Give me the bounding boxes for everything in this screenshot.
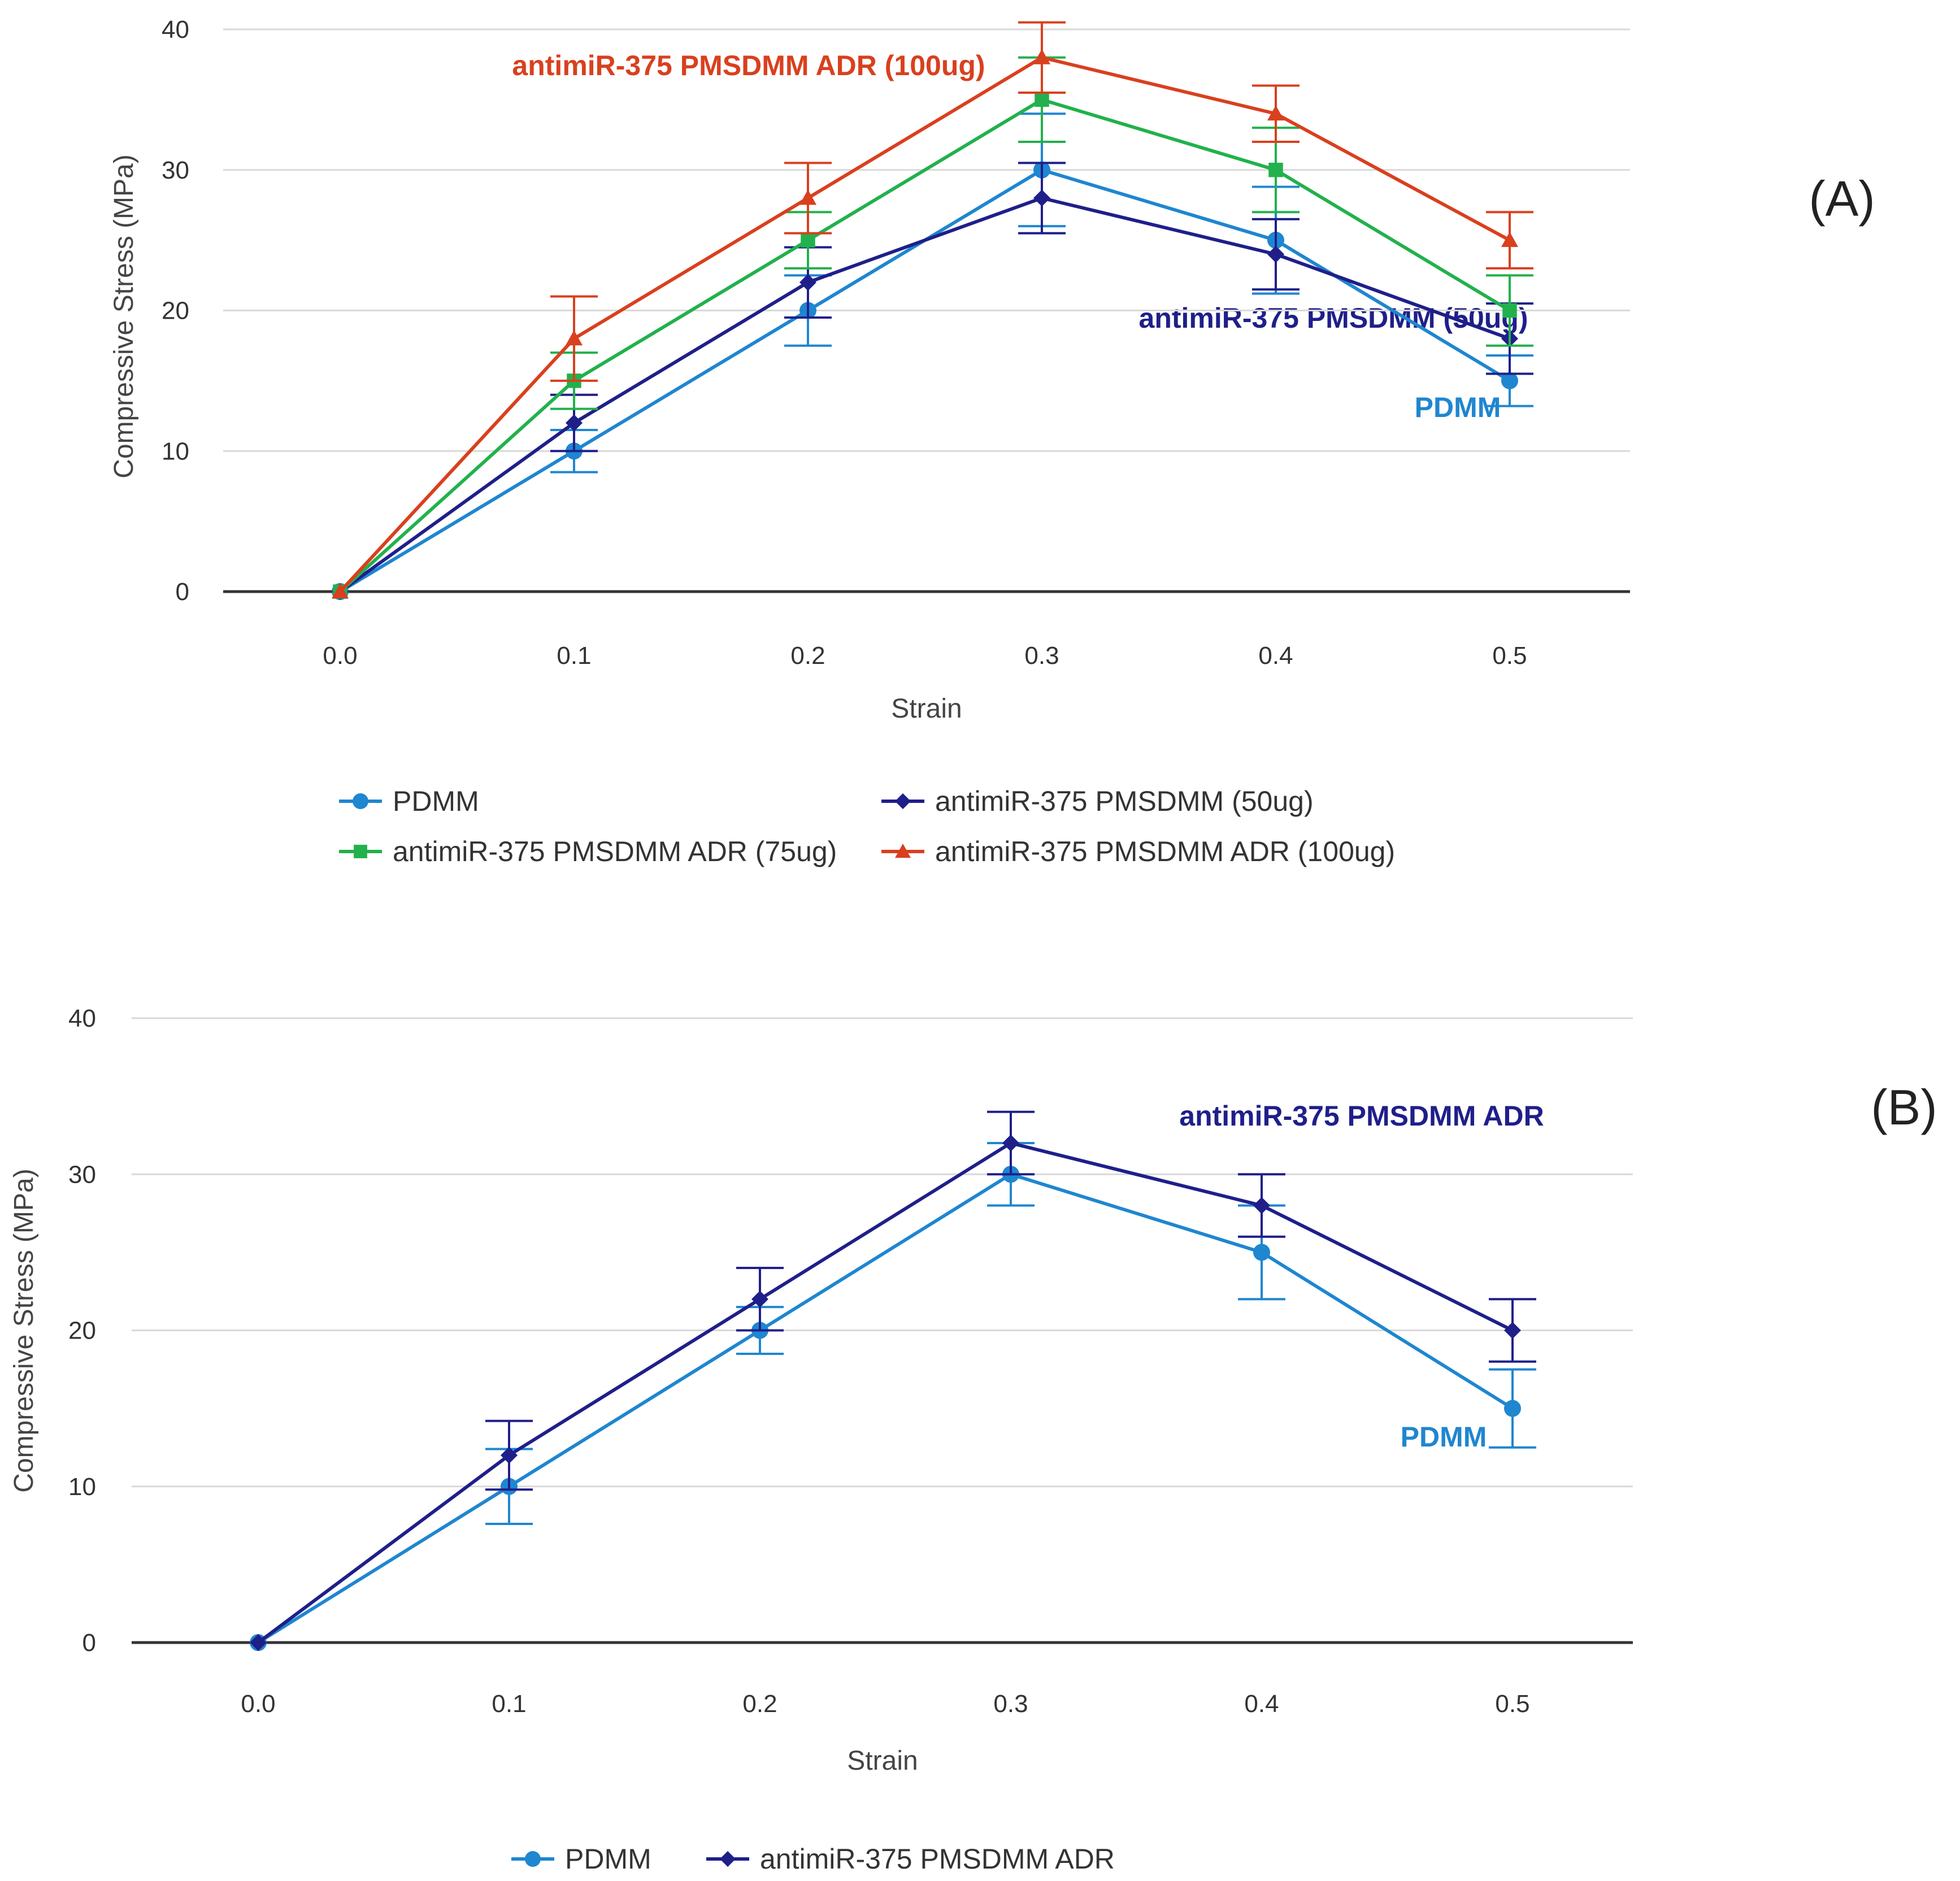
data-point bbox=[1033, 189, 1050, 207]
x-tick-label: 0.1 bbox=[492, 1690, 526, 1718]
legend-marker bbox=[353, 793, 368, 809]
x-tick-label: 0.2 bbox=[742, 1690, 777, 1718]
y-tick-label: 0 bbox=[82, 1629, 96, 1657]
data-point bbox=[1267, 105, 1284, 121]
legend-label: antimiR-375 PMSDMM ADR (100ug) bbox=[935, 836, 1395, 867]
data-point bbox=[799, 273, 816, 291]
legend-item: PDMM bbox=[511, 1843, 651, 1875]
data-point bbox=[751, 1291, 768, 1308]
x-axis-title-a: Strain bbox=[891, 694, 962, 724]
data-point bbox=[1502, 303, 1517, 318]
data-point bbox=[250, 1634, 267, 1651]
legend-marker bbox=[895, 793, 911, 809]
data-point bbox=[501, 1446, 518, 1464]
series-line bbox=[338, 98, 1511, 593]
x-tick-label: 0.1 bbox=[557, 642, 591, 670]
series-line bbox=[339, 196, 1511, 593]
data-point bbox=[1035, 92, 1049, 107]
series-0 bbox=[250, 1142, 1536, 1651]
x-tick-label: 0.5 bbox=[1495, 1690, 1529, 1718]
y-tick-label: 40 bbox=[162, 16, 189, 44]
series-0 bbox=[332, 112, 1533, 600]
legend-marker bbox=[354, 845, 367, 858]
data-point bbox=[1504, 1400, 1521, 1417]
y-axis-title-a: Compressive Stress (MPa) bbox=[109, 154, 139, 478]
data-point bbox=[566, 414, 583, 432]
data-point bbox=[1033, 49, 1050, 64]
annotation-b-pdmm: PDMM bbox=[1401, 1421, 1487, 1453]
x-tick-label: 0.4 bbox=[1244, 1690, 1279, 1718]
chart-a: 0 10 20 30 40 0.0 0.1 0.2 0.3 0.4 0.5 PDMM antimiR-3… bbox=[162, 16, 1630, 867]
x-tick-label: 0.3 bbox=[993, 1690, 1028, 1718]
y-tick-label: 10 bbox=[162, 437, 189, 465]
series-1 bbox=[332, 162, 1533, 600]
x-tick-label: 0.0 bbox=[323, 642, 357, 670]
y-tick-label: 20 bbox=[68, 1317, 96, 1345]
y-tick-label: 40 bbox=[68, 1005, 96, 1032]
annotation-a-pdmm: PDMM bbox=[1415, 392, 1501, 423]
series-line bbox=[339, 168, 1511, 593]
series-3 bbox=[332, 21, 1533, 598]
annotation-b-adr: antimiR-375 PMSDMM ADR bbox=[1179, 1100, 1544, 1132]
data-point bbox=[1267, 246, 1284, 263]
x-tick-label: 0.2 bbox=[790, 642, 825, 670]
data-point bbox=[1002, 1135, 1019, 1152]
legend-label: antimiR-375 PMSDMM (50ug) bbox=[935, 785, 1314, 817]
x-axis-title-b: Strain bbox=[847, 1746, 918, 1776]
x-tick-label: 0.3 bbox=[1024, 642, 1059, 670]
legend-label: PDMM bbox=[565, 1843, 651, 1875]
chart-b: 0 10 20 30 40 0.0 0.1 0.2 0.3 0.4 0.5 PDMM antimiR-3… bbox=[68, 1005, 1633, 1875]
legend-item: antimiR-375 PMSDMM ADR bbox=[706, 1843, 1115, 1875]
series-1 bbox=[250, 1110, 1536, 1651]
legend-item: antimiR-375 PMSDMM ADR (100ug) bbox=[881, 836, 1395, 867]
panel-label-a: (A) bbox=[1809, 171, 1875, 227]
legend-marker bbox=[895, 844, 911, 858]
series-line bbox=[257, 1141, 1514, 1644]
panel-label-b: (B) bbox=[1871, 1079, 1937, 1135]
data-point bbox=[1504, 1322, 1521, 1339]
data-point bbox=[1268, 163, 1283, 177]
y-tick-label: 30 bbox=[162, 157, 189, 184]
y-axis-title-b: Compressive Stress (MPa) bbox=[9, 1168, 39, 1492]
data-point bbox=[799, 189, 816, 205]
data-point bbox=[1501, 232, 1518, 247]
x-tick-label: 0.5 bbox=[1492, 642, 1527, 670]
series-line bbox=[257, 1172, 1514, 1644]
y-tick-label: 20 bbox=[162, 297, 189, 325]
legend-item: antimiR-375 PMSDMM (50ug) bbox=[881, 785, 1314, 817]
legend-item: PDMM bbox=[339, 785, 479, 817]
legend-label: PDMM bbox=[393, 785, 479, 817]
legend-item: antimiR-375 PMSDMM ADR (75ug) bbox=[339, 836, 837, 867]
data-point bbox=[801, 233, 815, 247]
x-tick-label: 0.0 bbox=[241, 1690, 275, 1718]
data-point bbox=[1501, 372, 1518, 389]
data-point bbox=[332, 583, 349, 598]
data-point bbox=[1253, 1244, 1270, 1261]
legend-label: antimiR-375 PMSDMM ADR bbox=[760, 1843, 1115, 1875]
y-tick-label: 0 bbox=[176, 578, 189, 606]
data-point bbox=[566, 330, 583, 346]
legend-marker bbox=[525, 1851, 541, 1867]
y-tick-label: 30 bbox=[68, 1161, 96, 1188]
x-tick-label: 0.4 bbox=[1258, 642, 1293, 670]
annotation-a-100ug: antimiR-375 PMSDMM ADR (100ug) bbox=[512, 50, 985, 81]
legend-label: antimiR-375 PMSDMM ADR (75ug) bbox=[393, 836, 837, 867]
annotation-a-50ug: antimiR-375 PMSDMM (50ug) bbox=[1139, 302, 1528, 334]
data-point bbox=[1253, 1197, 1270, 1214]
legend-marker bbox=[720, 1851, 736, 1867]
y-tick-label: 10 bbox=[68, 1473, 96, 1501]
series-line bbox=[338, 55, 1511, 593]
